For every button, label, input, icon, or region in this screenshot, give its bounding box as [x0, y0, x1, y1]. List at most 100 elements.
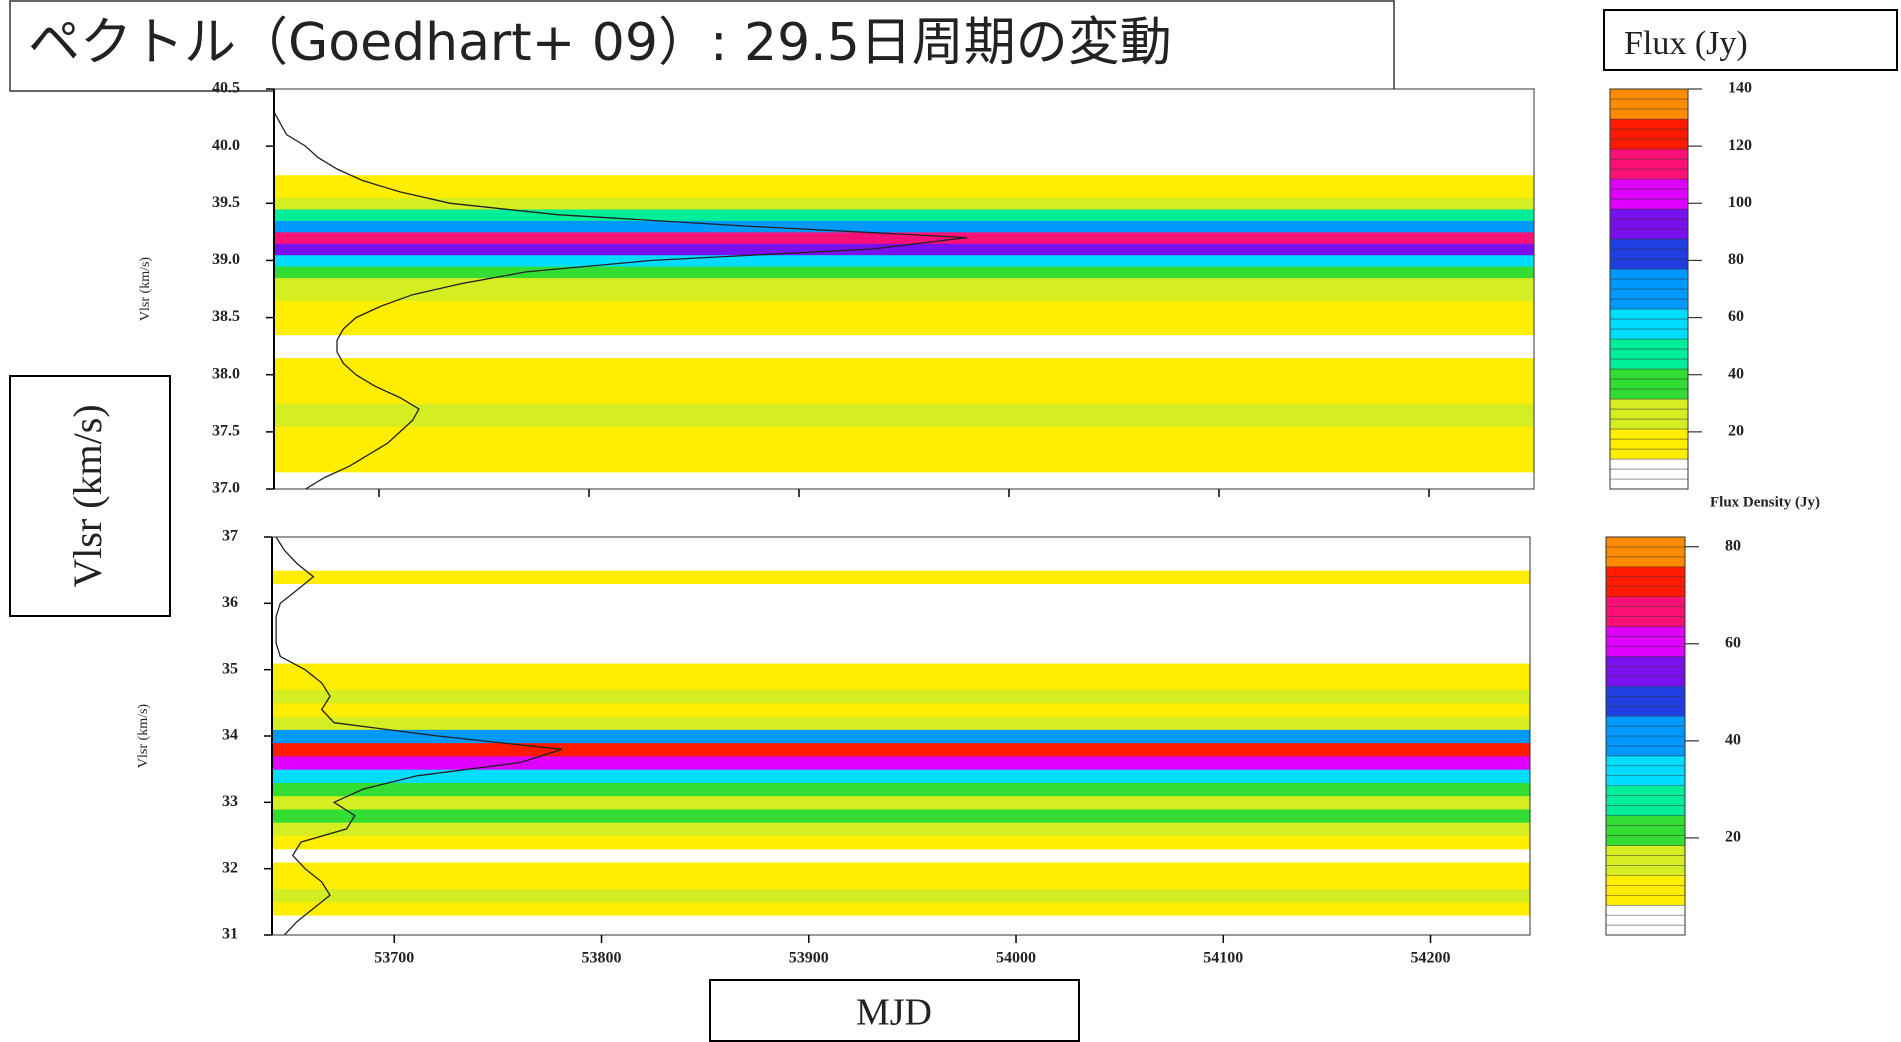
- y-tick-label: 40.5: [212, 80, 240, 97]
- colorbar-level: [1606, 766, 1685, 776]
- heatmap-row: [272, 597, 1530, 611]
- heatmap-row: [274, 186, 1534, 198]
- heatmap-row: [272, 889, 1530, 903]
- colorbar-level: [1610, 109, 1688, 119]
- colorbar-level: [1610, 119, 1688, 129]
- colorbar-level: [1610, 169, 1688, 179]
- colorbar-level: [1610, 159, 1688, 169]
- heatmap-row: [272, 822, 1530, 836]
- heatmap-row: [274, 415, 1534, 427]
- heatmap-row: [274, 460, 1534, 472]
- y-tick-label: 37.5: [212, 423, 240, 440]
- heatmap-row: [274, 449, 1534, 461]
- colorbar-level: [1606, 865, 1685, 875]
- y-tick-label: 33: [222, 793, 238, 810]
- heatmap-row: [272, 583, 1530, 597]
- heatmap-row: [274, 472, 1534, 484]
- heatmap-row: [274, 209, 1534, 221]
- colorbar-level: [1606, 607, 1685, 617]
- colorbar-level: [1606, 836, 1685, 846]
- colorbar-level: [1606, 617, 1685, 627]
- colorbar-level: [1606, 845, 1685, 855]
- colorbar-level: [1606, 716, 1685, 726]
- colorbar-level: [1610, 339, 1688, 349]
- heatmap-row: [274, 152, 1534, 164]
- colorbar-level: [1606, 547, 1685, 557]
- heatmap-row: [272, 544, 1530, 558]
- heatmap-row: [272, 570, 1530, 584]
- colorbar-tick-label: 60: [1728, 308, 1744, 325]
- colorbar-level: [1610, 479, 1688, 489]
- colorbar-level: [1606, 686, 1685, 696]
- colorbar-level: [1610, 349, 1688, 359]
- heatmap-row: [272, 743, 1530, 757]
- heatmap-row: [274, 323, 1534, 335]
- panel-y-label: Vlsr (km/s): [138, 257, 153, 322]
- colorbar-tick-label: 100: [1728, 194, 1752, 211]
- colorbar-level: [1606, 746, 1685, 756]
- heatmap-row: [274, 140, 1534, 152]
- colorbar-level: [1610, 289, 1688, 299]
- colorbar-level: [1606, 637, 1685, 647]
- colorbar-level: [1606, 537, 1685, 547]
- y-tick-label: 37.0: [212, 480, 240, 497]
- colorbar-level: [1610, 279, 1688, 289]
- heatmap-row: [274, 438, 1534, 450]
- colorbar-tick-label: 80: [1728, 251, 1744, 268]
- colorbar-level: [1606, 885, 1685, 895]
- heatmap-row: [272, 915, 1530, 929]
- heatmap-row: [272, 862, 1530, 876]
- heatmap-row: [274, 129, 1534, 141]
- colorbar-label: Flux (Jy): [1624, 25, 1748, 62]
- colorbar-level: [1610, 189, 1688, 199]
- colorbar-level: [1610, 99, 1688, 109]
- colorbar-level: [1610, 449, 1688, 459]
- x-tick-label: 54000: [996, 950, 1036, 967]
- heatmap-row: [272, 809, 1530, 823]
- heatmap-row: [272, 902, 1530, 916]
- panel-y-label: Vlsr (km/s): [136, 704, 151, 769]
- colorbar-level: [1606, 646, 1685, 656]
- colorbar-tick-label: 80: [1725, 537, 1741, 554]
- y-tick-label: 40.0: [212, 137, 240, 154]
- colorbar-level: [1610, 129, 1688, 139]
- heatmap-row: [274, 198, 1534, 210]
- colorbar-level: [1606, 627, 1685, 637]
- slide-title: ペクトル（Goedhart+ 09）: 29.5日周期の変動: [28, 13, 1172, 73]
- x-tick-label: 53700: [374, 950, 414, 967]
- heatmap-row: [274, 232, 1534, 244]
- colorbar-level: [1610, 419, 1688, 429]
- heatmap-row: [274, 335, 1534, 347]
- colorbar-level: [1606, 816, 1685, 826]
- heatmap-row: [272, 729, 1530, 743]
- colorbar-tick-label: 20: [1728, 423, 1744, 440]
- colorbar-level: [1610, 359, 1688, 369]
- colorbar-level: [1606, 875, 1685, 885]
- colorbar-level: [1606, 786, 1685, 796]
- colorbar-level: [1606, 776, 1685, 786]
- heatmap-row: [274, 300, 1534, 312]
- heatmap-row: [274, 358, 1534, 370]
- colorbar-level: [1610, 329, 1688, 339]
- heatmap-row: [272, 676, 1530, 690]
- y-tick-label: 37: [222, 528, 238, 545]
- heatmap-row: [274, 118, 1534, 130]
- y-tick-label: 31: [222, 926, 238, 943]
- x-tick-label: 54100: [1203, 950, 1243, 967]
- y-axis-label: Vlsr (km/s): [65, 404, 110, 587]
- y-tick-label: 32: [222, 859, 238, 876]
- heatmap-row: [272, 756, 1530, 770]
- colorbar-level: [1610, 199, 1688, 209]
- colorbar-level: [1606, 826, 1685, 836]
- colorbar-level: [1606, 756, 1685, 766]
- colorbar-level: [1606, 577, 1685, 587]
- y-tick-label: 39.0: [212, 251, 240, 268]
- page: ペクトル（Goedhart+ 09）: 29.5日周期の変動 Vlsr (km/…: [0, 0, 1901, 1042]
- colorbar-level: [1610, 319, 1688, 329]
- heatmap-row: [272, 663, 1530, 677]
- colorbar-level: [1610, 369, 1688, 379]
- heatmap-row: [272, 875, 1530, 889]
- heatmap-row: [274, 95, 1534, 107]
- colorbar-level: [1610, 209, 1688, 219]
- heatmap-row: [274, 392, 1534, 404]
